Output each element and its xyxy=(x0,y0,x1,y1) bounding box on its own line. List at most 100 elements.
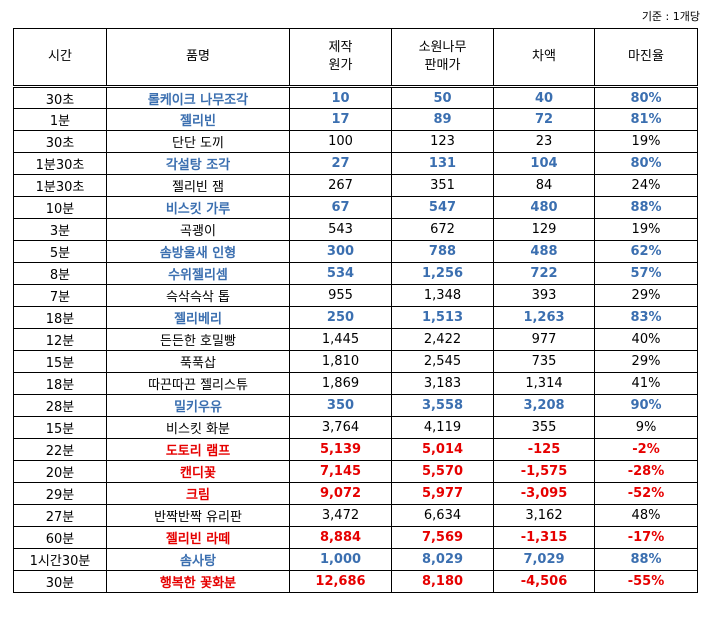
cell-price: 3,183 xyxy=(391,372,494,395)
cell-time: 15분 xyxy=(13,416,107,439)
cell-diff: 40 xyxy=(493,86,595,109)
cell-cost: 17 xyxy=(289,108,392,131)
cell-margin: 9% xyxy=(594,416,698,439)
header-cost-line2: 원가 xyxy=(328,58,353,73)
cell-price: 672 xyxy=(391,218,494,241)
table-row: 5분 솜방울새 인형 300 788 488 62% xyxy=(13,240,698,263)
cell-diff: 129 xyxy=(493,218,595,241)
cell-margin: 19% xyxy=(594,130,698,153)
header-row: 시간 품명 제작 원가 소원나무 판매가 차액 마진율 xyxy=(13,28,698,87)
cell-time: 5분 xyxy=(13,240,107,263)
table-row: 15분 푹푹삽 1,810 2,545 735 29% xyxy=(13,350,698,373)
table-body: 30초 롤케이크 나무조각 10 50 40 80% 1분 젤리빈 17 89 72 81% 30초 단단… xyxy=(13,86,698,593)
cell-cost: 10 xyxy=(289,86,392,109)
table-row: 29분 크림 9,072 5,977 -3,095 -52% xyxy=(13,482,698,505)
cell-time: 10분 xyxy=(13,196,107,219)
cell-diff: 1,263 xyxy=(493,306,595,329)
cell-cost: 3,764 xyxy=(289,416,392,439)
cell-time: 1시간30분 xyxy=(13,548,107,571)
cell-time: 30초 xyxy=(13,130,107,153)
cell-price: 1,256 xyxy=(391,262,494,285)
cell-name: 솜사탕 xyxy=(106,548,290,571)
cell-name: 슥삭슥삭 톱 xyxy=(106,284,290,307)
cell-diff: 735 xyxy=(493,350,595,373)
cell-margin: 80% xyxy=(594,152,698,175)
header-time: 시간 xyxy=(13,28,107,87)
header-margin: 마진율 xyxy=(594,28,698,87)
cell-cost: 7,145 xyxy=(289,460,392,483)
cell-cost: 1,445 xyxy=(289,328,392,351)
cell-name: 행복한 꽃화분 xyxy=(106,570,290,593)
cell-price: 131 xyxy=(391,152,494,175)
cell-margin: 83% xyxy=(594,306,698,329)
unit-note: 기준 : 1개당 xyxy=(641,10,700,23)
cell-cost: 534 xyxy=(289,262,392,285)
cell-time: 18분 xyxy=(13,372,107,395)
cell-name: 젤리빈 라떼 xyxy=(106,526,290,549)
header-price-line2: 판매가 xyxy=(424,58,461,73)
cell-diff: -3,095 xyxy=(493,482,595,505)
cell-name: 솜방울새 인형 xyxy=(106,240,290,263)
cell-time: 18분 xyxy=(13,306,107,329)
cell-diff: 480 xyxy=(493,196,595,219)
cell-margin: 80% xyxy=(594,86,698,109)
cell-time: 27분 xyxy=(13,504,107,527)
cell-diff: 355 xyxy=(493,416,595,439)
cell-name: 롤케이크 나무조각 xyxy=(106,86,290,109)
cell-name: 비스킷 화분 xyxy=(106,416,290,439)
cell-price: 3,558 xyxy=(391,394,494,417)
cell-time: 60분 xyxy=(13,526,107,549)
cell-time: 22분 xyxy=(13,438,107,461)
cell-time: 30초 xyxy=(13,86,107,109)
cell-time: 30분 xyxy=(13,570,107,593)
cell-margin: -52% xyxy=(594,482,698,505)
cell-cost: 1,810 xyxy=(289,350,392,373)
cell-time: 7분 xyxy=(13,284,107,307)
cell-cost: 350 xyxy=(289,394,392,417)
cell-price: 123 xyxy=(391,130,494,153)
header-diff: 차액 xyxy=(493,28,595,87)
table-row: 18분 젤리베리 250 1,513 1,263 83% xyxy=(13,306,698,329)
cell-margin: 88% xyxy=(594,196,698,219)
table-row: 28분 밀키우유 350 3,558 3,208 90% xyxy=(13,394,698,417)
cell-margin: 29% xyxy=(594,350,698,373)
table-row: 27분 반짝반짝 유리판 3,472 6,634 3,162 48% xyxy=(13,504,698,527)
header-cost-line1: 제작 xyxy=(328,40,353,55)
cell-cost: 9,072 xyxy=(289,482,392,505)
table-row: 3분 곡괭이 543 672 129 19% xyxy=(13,218,698,241)
cell-price: 5,570 xyxy=(391,460,494,483)
cell-price: 351 xyxy=(391,174,494,197)
cell-price: 1,348 xyxy=(391,284,494,307)
cell-diff: -1,575 xyxy=(493,460,595,483)
cell-diff: 977 xyxy=(493,328,595,351)
cell-margin: 40% xyxy=(594,328,698,351)
cell-name: 따끈따끈 젤리스튜 xyxy=(106,372,290,395)
cell-margin: 90% xyxy=(594,394,698,417)
cell-diff: 488 xyxy=(493,240,595,263)
cell-cost: 5,139 xyxy=(289,438,392,461)
cell-margin: -28% xyxy=(594,460,698,483)
cell-cost: 543 xyxy=(289,218,392,241)
table-row: 1분30초 젤리빈 잼 267 351 84 24% xyxy=(13,174,698,197)
cell-cost: 250 xyxy=(289,306,392,329)
cell-time: 20분 xyxy=(13,460,107,483)
cell-margin: 81% xyxy=(594,108,698,131)
cell-name: 젤리빈 잼 xyxy=(106,174,290,197)
cell-price: 4,119 xyxy=(391,416,494,439)
cell-time: 15분 xyxy=(13,350,107,373)
cell-diff: -1,315 xyxy=(493,526,595,549)
table-row: 10분 비스킷 가루 67 547 480 88% xyxy=(13,196,698,219)
cell-time: 1분30초 xyxy=(13,174,107,197)
cell-margin: 24% xyxy=(594,174,698,197)
header-price: 소원나무 판매가 xyxy=(391,28,494,87)
cell-price: 788 xyxy=(391,240,494,263)
cell-price: 1,513 xyxy=(391,306,494,329)
cell-time: 8분 xyxy=(13,262,107,285)
cell-margin: 88% xyxy=(594,548,698,571)
table-row: 8분 수위젤리셈 534 1,256 722 57% xyxy=(13,262,698,285)
cell-name: 각설탕 조각 xyxy=(106,152,290,175)
cell-name: 밀키우유 xyxy=(106,394,290,417)
cell-margin: -17% xyxy=(594,526,698,549)
cell-price: 547 xyxy=(391,196,494,219)
cell-price: 50 xyxy=(391,86,494,109)
